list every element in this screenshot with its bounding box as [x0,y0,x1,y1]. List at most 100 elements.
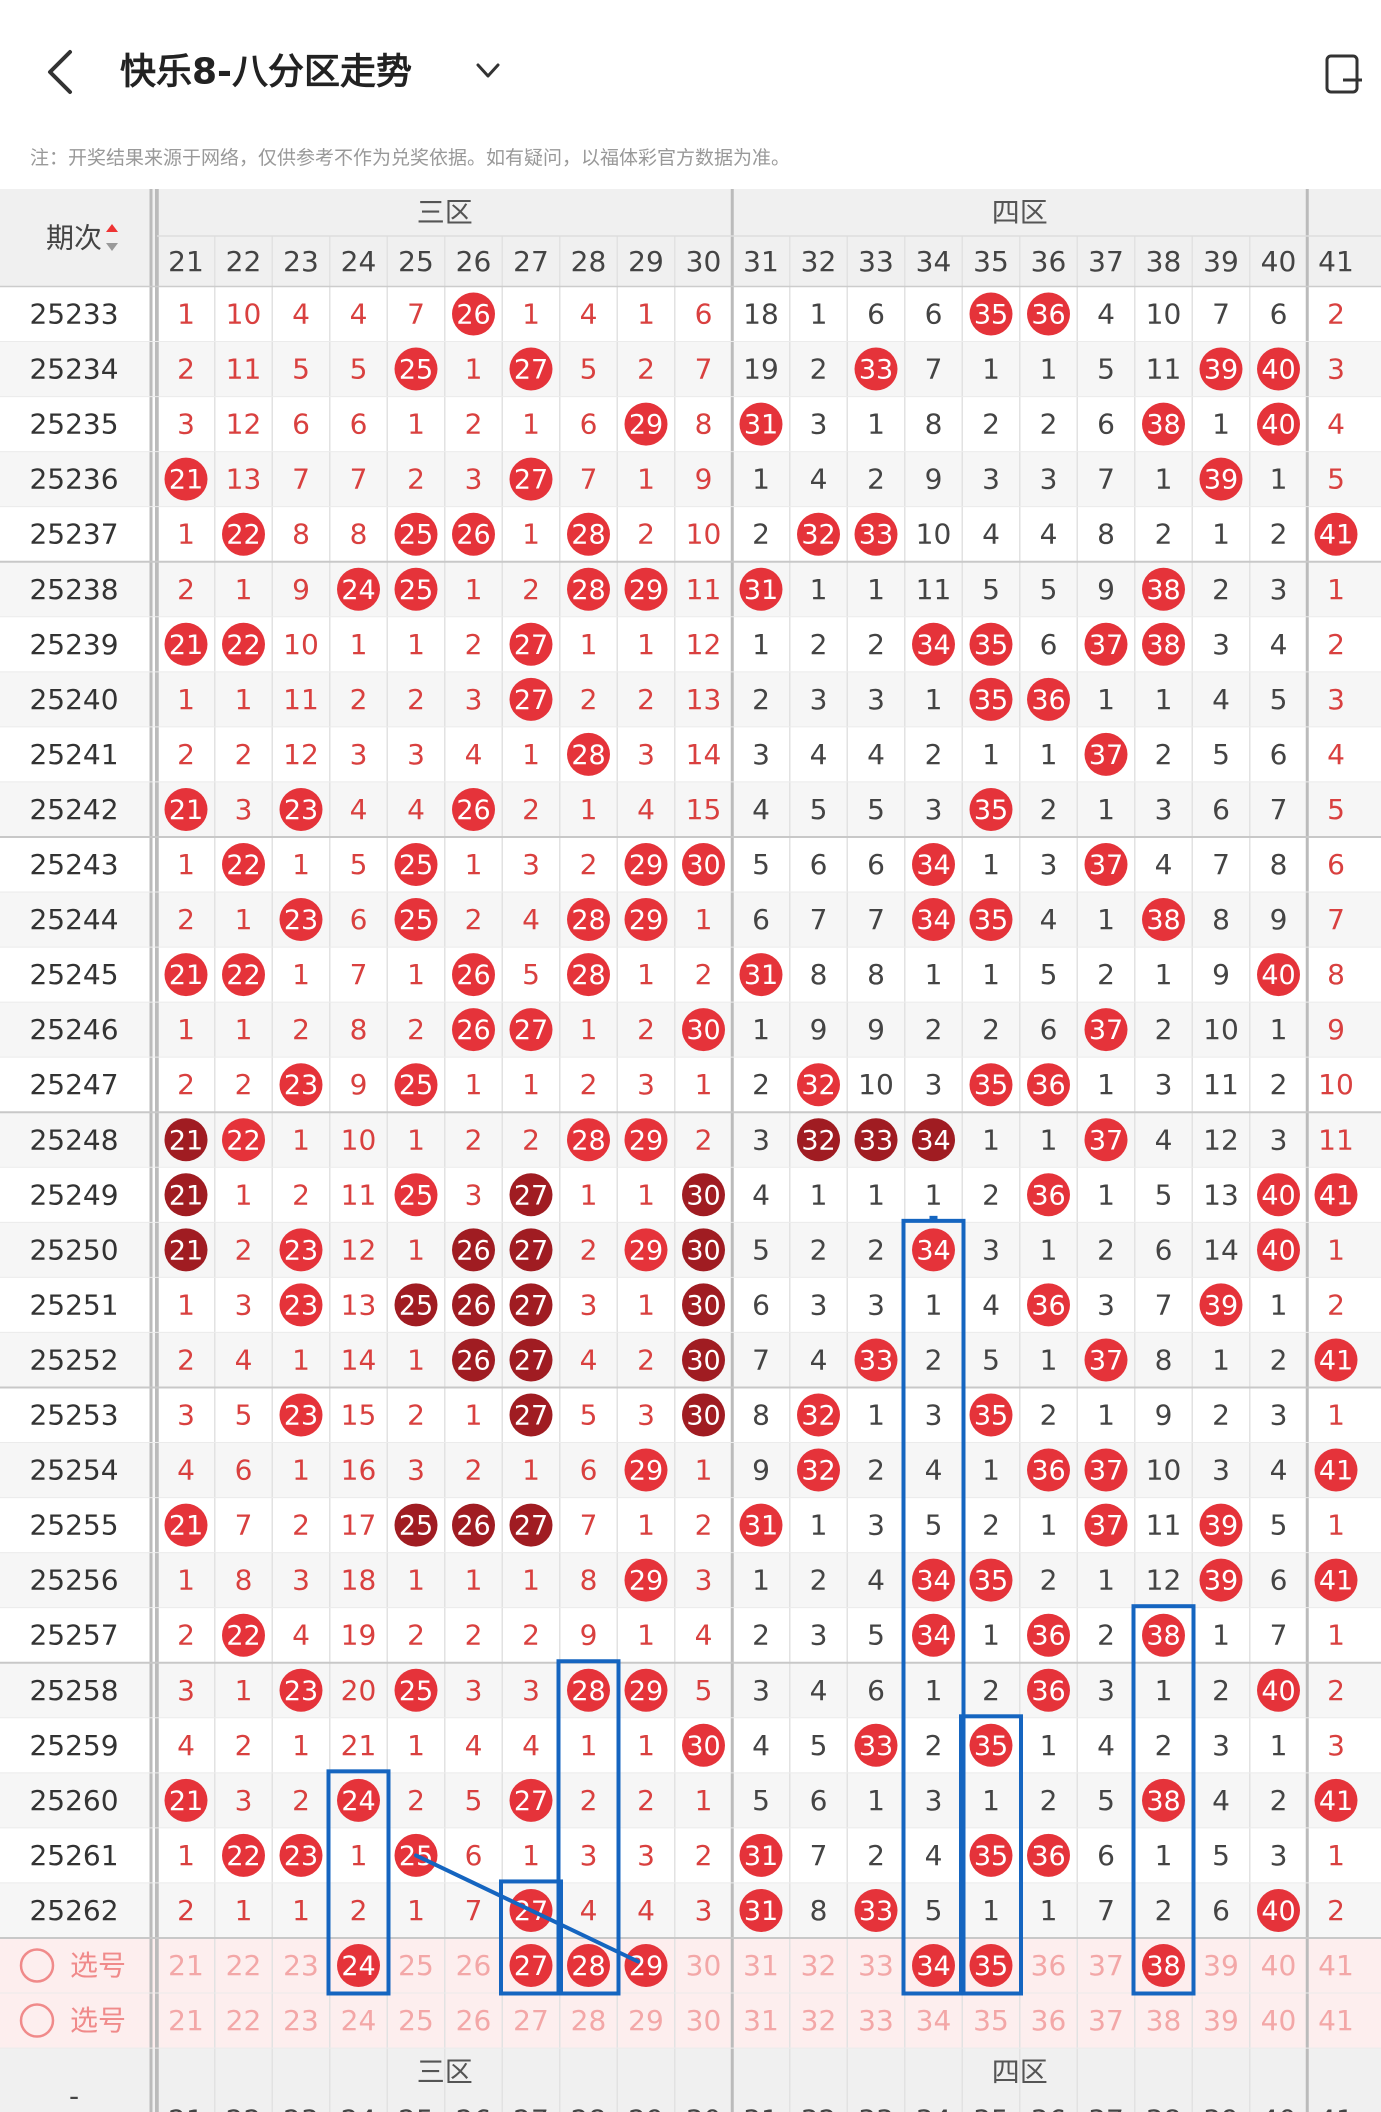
miss-count: 2 [177,1343,195,1376]
ball [164,1228,208,1272]
miss-count: 2 [235,1729,253,1762]
select-number[interactable]: 30 [686,2004,722,2037]
select-number[interactable]: 38 [1146,2004,1182,2037]
ball-number: 21 [169,1511,203,1542]
miss-count: 1 [925,683,943,716]
select-number[interactable]: 37 [1088,1949,1124,1982]
select-number[interactable]: 33 [858,1949,894,1982]
miss-count: 3 [1155,1068,1173,1101]
miss-count: 6 [867,298,885,331]
select-number[interactable]: 23 [283,1949,319,1982]
period: 25236 [29,463,118,496]
select-number[interactable]: 24 [341,2004,377,2037]
select-number[interactable]: 35 [973,2004,1009,2037]
select-number[interactable]: 29 [628,2004,664,2037]
select-number[interactable]: 25 [398,1949,434,1982]
select-number[interactable]: 26 [456,1949,492,1982]
disclaimer: 注：开奖结果来源于网络，仅供参考不作为兑奖依据。如有疑问，以福体彩官方数据为准。 [30,147,790,169]
ball-number: 38 [1146,410,1180,441]
radio[interactable] [19,2003,55,2038]
ball [1084,1503,1128,1547]
select-number[interactable]: 41 [1318,2004,1354,2037]
miss-count: 7 [1097,1894,1115,1927]
miss-count: 5 [810,793,828,826]
ball [164,1118,208,1162]
select-number[interactable]: 36 [1031,1949,1067,1982]
miss-count: 6 [1155,1233,1173,1266]
ball-number: 40 [1261,1180,1295,1211]
select-number[interactable]: 27 [513,2004,549,2037]
back-button[interactable] [48,50,72,94]
select-number[interactable]: 30 [686,1949,722,1982]
miss-count: 1 [1212,408,1230,441]
zone-label: 三区 [417,2056,473,2089]
ball [1142,567,1185,611]
ball [1314,1338,1358,1382]
miss-count: 5 [1097,353,1115,386]
ball [1257,1173,1300,1217]
miss-count: 1 [235,1674,253,1707]
footer-bg [0,2048,1381,2112]
miss-count: 12 [226,408,262,441]
select-number[interactable]: 39 [1203,1949,1239,1982]
select-number[interactable]: 22 [226,1949,262,1982]
select-number[interactable]: 40 [1261,2004,1297,2037]
select-number[interactable]: 26 [456,2004,492,2037]
select-number[interactable]: 40 [1261,1949,1297,1982]
annotation-box [499,1879,563,1996]
miss-count: 3 [867,683,885,716]
miss-count: 6 [1270,738,1288,771]
miss-count: 3 [1212,1454,1230,1487]
miss-count: 7 [1212,848,1230,881]
ball [739,1888,783,1932]
ball-number: 26 [456,300,490,331]
ball-number: 31 [744,1511,778,1542]
miss-count: 9 [1097,573,1115,606]
rotate-icon[interactable] [1325,54,1362,94]
ball [912,843,955,886]
column-number: 22 [226,245,262,278]
select-number[interactable]: 32 [801,2004,837,2037]
miss-count: 7 [235,1509,253,1542]
miss-count: 1 [1097,1068,1115,1101]
miss-count: 2 [407,1013,425,1046]
ball [624,843,668,886]
miss-count: 4 [695,1619,713,1652]
ball-number: 37 [1089,1125,1123,1156]
row-bg [0,1057,1381,1113]
title-dropdown[interactable] [476,63,500,78]
miss-count: 1 [867,573,885,606]
select-number[interactable]: 36 [1031,2004,1067,2037]
miss-count: 7 [465,1894,483,1927]
select-number[interactable]: 22 [226,2004,262,2037]
select-number[interactable]: 25 [398,2004,434,2037]
select-number[interactable]: 31 [743,1949,779,1982]
ball-number: 23 [284,1235,318,1266]
ball-number: 31 [744,1841,778,1872]
miss-count: 1 [407,1123,425,1156]
miss-count: 3 [637,1839,655,1872]
ball-number: 39 [1204,465,1238,496]
select-number[interactable]: 39 [1203,2004,1239,2037]
miss-count: 2 [1040,408,1058,441]
radio[interactable] [19,1948,55,1983]
select-number[interactable]: 28 [571,2004,607,2037]
ball-number: 21 [169,630,203,661]
select-number[interactable]: 31 [743,2004,779,2037]
select-number[interactable]: 21 [168,1949,204,1982]
ball-number: 37 [1089,1015,1123,1046]
select-number[interactable]: 34 [916,2004,952,2037]
select-number[interactable]: 33 [858,2004,894,2037]
miss-count: 7 [810,903,828,936]
ball [394,512,438,556]
ball [394,843,438,886]
period: 25256 [29,1564,118,1597]
miss-count: 3 [1270,1839,1288,1872]
select-number[interactable]: 21 [168,2004,204,2037]
select-number[interactable]: 23 [283,2004,319,2037]
select-number[interactable]: 41 [1318,1949,1354,1982]
row-bg [0,671,1381,727]
ball [509,622,553,666]
select-number[interactable]: 37 [1088,2004,1124,2037]
select-number[interactable]: 32 [801,1949,837,1982]
